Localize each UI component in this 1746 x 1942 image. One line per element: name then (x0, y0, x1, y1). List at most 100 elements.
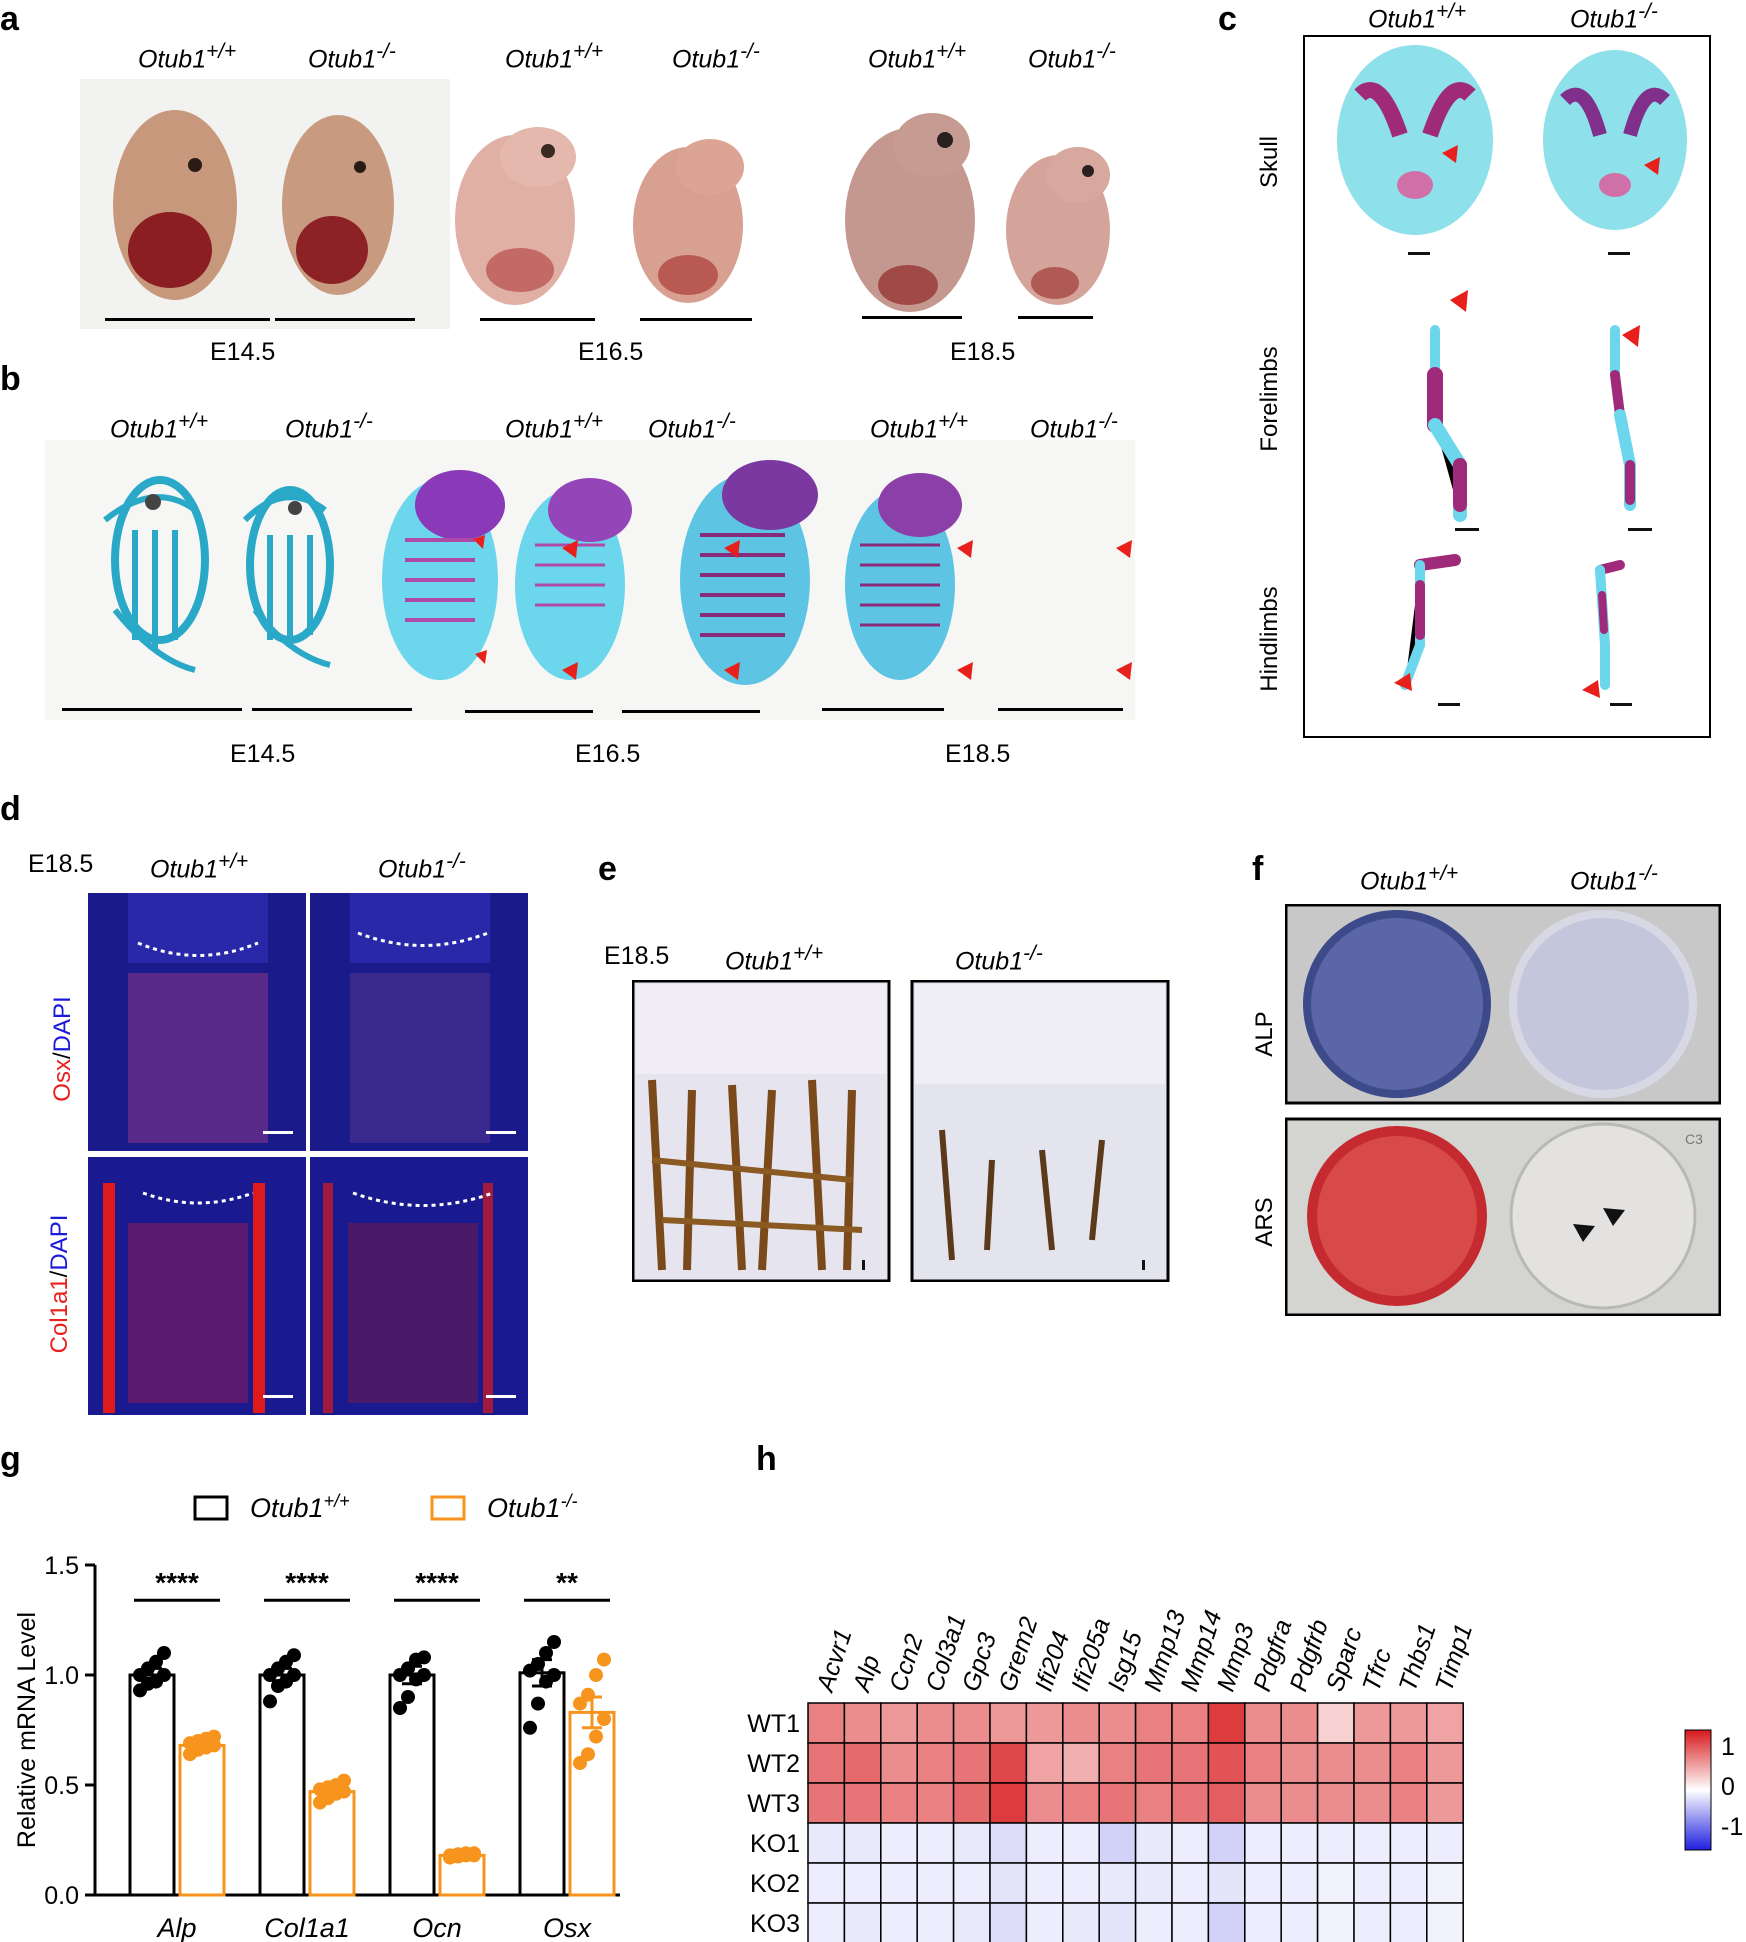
heatmap-cell (807, 1702, 846, 1744)
genotype-sup: -/- (716, 410, 736, 433)
genotype-label: Otub1-/- (648, 410, 736, 444)
legend-swatch (430, 1495, 466, 1521)
skull-wt (1337, 45, 1493, 235)
stain-dapi: DAPI (49, 996, 76, 1053)
legend-swatch (193, 1495, 229, 1521)
heatmap-cell (1316, 1862, 1355, 1904)
heatmap-cell (1098, 1782, 1137, 1824)
heatmap-cell (1426, 1782, 1464, 1824)
genotype-sup: +/+ (573, 40, 604, 63)
genotype-label: Otub1+/+ (1368, 0, 1466, 34)
heatmap-cell (1389, 1902, 1428, 1942)
heatmap-cell (1062, 1742, 1100, 1784)
heatmap-cell (1025, 1782, 1064, 1824)
heatmap-cell (1244, 1742, 1282, 1784)
skeleton-photos (45, 440, 1135, 720)
heatmap-cell (1426, 1742, 1464, 1784)
heatmap-cell (1389, 1702, 1428, 1744)
heatmap-cell (952, 1782, 991, 1824)
row-label: WT1 (747, 1710, 800, 1738)
heatmap-cell (1389, 1782, 1428, 1824)
heatmap-cell (989, 1862, 1028, 1904)
genotype-name: Otub1 (505, 415, 574, 444)
heatmap-cell (1171, 1902, 1210, 1942)
row-label-forelimbs: Forelimbs (1256, 346, 1283, 452)
heatmap-cell (1171, 1742, 1210, 1784)
data-point (417, 1650, 431, 1665)
stain-sep: / (46, 1270, 73, 1278)
heatmap-cell (1098, 1862, 1137, 1904)
heatmap-cell (989, 1782, 1028, 1824)
heatmap-cell (1207, 1822, 1246, 1864)
heatmap-cell (1098, 1702, 1137, 1744)
data-point (263, 1694, 277, 1709)
row-label-ars: ARS (1251, 1197, 1278, 1247)
arrow-icon (957, 540, 973, 558)
scale-bar (465, 710, 593, 713)
heatmap-cell (1207, 1782, 1246, 1824)
scale-bar (640, 318, 752, 321)
colorbar-tick-label: -1 (1721, 1813, 1743, 1841)
genotype-name: Otub1 (110, 415, 179, 444)
genotype-name: Otub1 (1368, 5, 1437, 34)
scale-bar (622, 710, 760, 713)
y-tick-label: 1.0 (44, 1662, 79, 1690)
scale-bar (62, 708, 242, 711)
arrow-icon (1622, 325, 1640, 347)
genotype-sup: +/+ (938, 410, 969, 433)
heatmap-cell (1316, 1702, 1355, 1744)
panel-label-b: b (0, 360, 21, 398)
stage-label: E18.5 (604, 942, 670, 970)
row-label: WT2 (747, 1750, 800, 1778)
heatmap-cell (1062, 1702, 1100, 1744)
heatmap-cell (843, 1782, 882, 1824)
heatmap-cell (1426, 1702, 1464, 1744)
stain-sep: / (49, 1052, 76, 1060)
genotype-sup: +/+ (1428, 862, 1459, 885)
heatmap-cell (1134, 1702, 1173, 1744)
data-point (287, 1668, 301, 1682)
embryo-e185-wt (845, 113, 975, 312)
stage-label: E14.5 (230, 740, 296, 768)
heatmap-cell (1426, 1822, 1464, 1864)
limb-skull-photos (1337, 45, 1687, 706)
skeleton-e165-ko (515, 478, 632, 680)
heatmap-cell (1134, 1782, 1173, 1824)
histology-images (632, 980, 1170, 1282)
panel-label-c: c (1218, 0, 1237, 38)
heatmap-cell (880, 1822, 918, 1864)
genotype-sup: -/- (446, 850, 466, 873)
heatmap-cell (1098, 1902, 1137, 1942)
genotype-label: Otub1-/- (285, 410, 373, 444)
x-tick-label: Col1a1 (264, 1913, 350, 1942)
y-tick-label: 0.5 (44, 1772, 79, 1800)
data-point (287, 1648, 301, 1663)
embryo-e145-ko (282, 115, 394, 295)
heatmap: Acvr1AlpCcn2Col3a1Gpc3Grem2Ifi204Ifi205a… (747, 1607, 1743, 1942)
bar (128, 1673, 176, 1897)
data-point (547, 1668, 561, 1682)
genotype-name: Otub1 (870, 415, 939, 444)
colorbar (1684, 1729, 1712, 1851)
legend-label: Otub1-/- (487, 1491, 578, 1523)
heatmap-cell (807, 1782, 846, 1824)
genotype-name: Otub1 (955, 947, 1024, 976)
genotype-sup: -/- (740, 40, 760, 63)
bar (258, 1673, 306, 1897)
genotype-label: Otub1+/+ (505, 410, 603, 444)
bar (568, 1710, 616, 1897)
stain-label-osx: Osx/DAPI (49, 964, 77, 1134)
heatmap-cell (1244, 1822, 1282, 1864)
heatmap-cell (1389, 1822, 1428, 1864)
genotype-name: Otub1 (505, 45, 574, 74)
arrow-icon (1603, 1208, 1625, 1226)
heatmap-cell (1025, 1742, 1064, 1784)
arrow-icon (1450, 290, 1468, 312)
row-label: KO1 (750, 1830, 800, 1858)
heatmap-cell (1280, 1862, 1319, 1904)
panel-label-h: h (756, 1440, 777, 1478)
stage-label: E16.5 (578, 338, 644, 366)
heatmap-cell (1389, 1742, 1428, 1784)
data-point (157, 1668, 171, 1682)
genotype-sup: -/- (1638, 862, 1658, 885)
